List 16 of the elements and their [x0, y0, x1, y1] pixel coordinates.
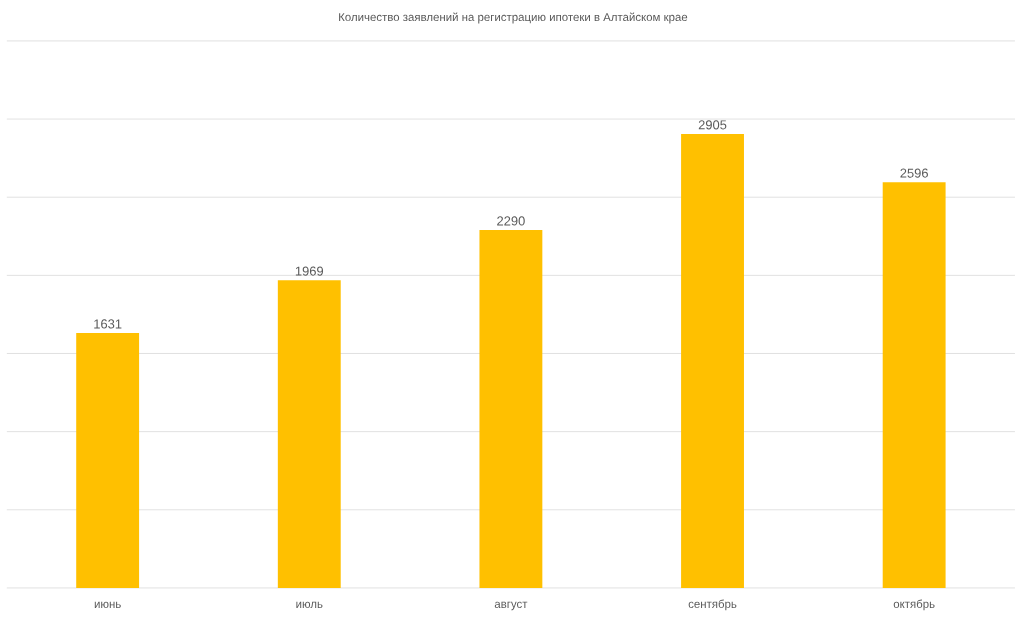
- chart-title: Количество заявлений на регистрацию ипотеки в Алтайском крае: [339, 12, 688, 24]
- data-label: 2290: [497, 216, 525, 226]
- data-label: 2596: [900, 168, 928, 178]
- data-label: 1969: [295, 266, 324, 276]
- bar: [479, 230, 543, 588]
- bar: [277, 280, 341, 588]
- bar: [681, 133, 744, 588]
- bar: [882, 182, 946, 588]
- x-tick-label: сентябрь: [688, 599, 737, 611]
- x-tick-label: октябрь: [893, 599, 935, 611]
- data-label: 1631: [94, 319, 122, 329]
- x-tick-label: август: [494, 601, 528, 611]
- bar: [76, 333, 140, 588]
- x-tick-label: июнь: [94, 601, 121, 609]
- data-label: 2905: [698, 120, 727, 130]
- x-tick-label: июль: [296, 601, 323, 609]
